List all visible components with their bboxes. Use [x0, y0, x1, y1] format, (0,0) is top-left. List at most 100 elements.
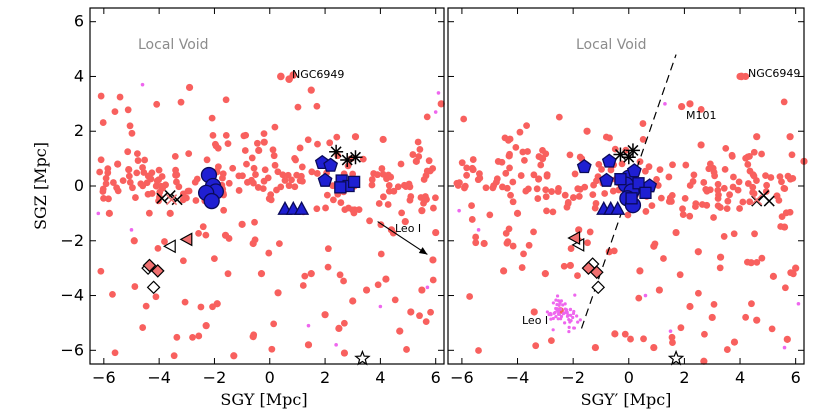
right-background-point: [768, 325, 776, 333]
left-background-point: [274, 168, 282, 176]
left-background-point: [131, 283, 139, 290]
right-background-point: [676, 271, 684, 279]
left-background-point: [177, 98, 185, 106]
left-background-point: [429, 165, 437, 172]
right-background-point: [635, 294, 643, 302]
left-background-point: [179, 257, 187, 265]
left-background-point: [102, 174, 110, 182]
left-ticks: −6 −4 −2 0 2 4 6 6 4 2 0 −2 −4 −6: [60, 8, 444, 387]
left-background-point: [252, 171, 259, 178]
left-background-point: [210, 255, 218, 263]
left-background-point: [224, 140, 232, 147]
right-background-point: [463, 164, 471, 172]
right-cross-marker: [758, 190, 770, 202]
left-background-point: [390, 187, 398, 195]
left-background-point: [225, 235, 233, 242]
left-y-tick-label: 2: [74, 121, 84, 140]
left-satellite-points: [96, 82, 441, 347]
left-x-tick-label: −6: [92, 368, 116, 387]
left-satellite-point: [140, 82, 145, 87]
right-background-point: [523, 122, 530, 130]
right-background-point: [777, 223, 785, 230]
left-background-point: [241, 147, 249, 154]
right-panel: Local Void NGC6949 M101 Leo I −6 −4 −2 0 2 4 6: [447, 7, 808, 387]
right-x-axis-title: SGY′ [Mpc]: [581, 390, 672, 409]
right-background-point: [636, 267, 644, 275]
left-background-point: [301, 272, 309, 280]
right-background-point: [586, 228, 594, 236]
left-background-point: [181, 298, 189, 306]
left-background-point: [308, 168, 316, 176]
right-satellite-point: [476, 228, 481, 232]
left-y-tick-label: −4: [60, 286, 84, 305]
right-background-point: [469, 156, 477, 163]
left-panel: Local Void NGC6949 Leo I −6 −4 −2 0 2 4 66420−…: [60, 7, 445, 387]
right-background-point: [784, 172, 792, 180]
right-background-point: [721, 165, 729, 173]
right-m101-label: M101: [686, 109, 717, 122]
right-background-point: [780, 98, 788, 106]
leo-cluster-point: [561, 312, 565, 316]
left-background-point: [158, 173, 166, 180]
leo-cluster-point: [576, 320, 580, 324]
right-background-point: [730, 338, 739, 346]
left-red-diamond-marker: [150, 264, 165, 278]
left-background-point: [265, 249, 273, 257]
right-background-point: [694, 289, 702, 297]
right-background-point: [769, 272, 778, 280]
right-background-point: [722, 144, 730, 152]
left-background-point: [111, 349, 119, 357]
left-background-point: [144, 190, 152, 198]
right-background-point: [561, 191, 569, 199]
right-leo-i-label: Leo I: [522, 314, 548, 327]
right-background-point: [681, 194, 689, 202]
leo-cluster-point: [567, 317, 571, 322]
left-background-point: [242, 131, 250, 139]
right-background-point: [541, 270, 549, 278]
right-satellite-point: [668, 329, 673, 333]
right-pentagon-marker: [601, 153, 617, 168]
leo-cluster-point: [556, 317, 560, 321]
left-background-point: [324, 263, 332, 271]
right-background-point: [736, 205, 743, 212]
right-background-point: [682, 161, 690, 169]
leo-cluster-point: [555, 294, 560, 298]
right-background-point: [700, 179, 708, 186]
left-background-point: [414, 138, 422, 146]
leo-cluster-point: [578, 318, 582, 322]
left-background-point: [313, 205, 321, 213]
left-background-point: [209, 303, 216, 311]
left-background-point: [401, 218, 409, 226]
right-background-point: [697, 106, 705, 113]
right-background-point: [776, 173, 784, 181]
left-background-point: [202, 322, 210, 330]
right-background-point: [542, 150, 550, 158]
leo-cluster-point: [566, 313, 570, 317]
right-background-point: [714, 180, 722, 188]
right-diamond-marker: [591, 280, 606, 295]
leo-cluster-point: [563, 302, 567, 306]
right-background-point: [668, 333, 676, 341]
right-background-point: [669, 339, 676, 346]
left-satellite-point: [378, 304, 383, 309]
left-background-point: [385, 182, 393, 189]
right-background-point: [589, 191, 597, 199]
right-background-point: [566, 261, 574, 270]
left-y-tick-label: −2: [60, 231, 84, 250]
right-background-point: [591, 343, 600, 352]
right-background-point: [650, 343, 658, 352]
left-background-point: [271, 161, 279, 169]
right-background-point: [705, 165, 713, 173]
left-background-point: [157, 182, 165, 190]
left-ngc6949-point: [289, 71, 298, 79]
right-background-point: [690, 171, 698, 179]
left-background-point: [219, 170, 227, 178]
left-annotations: Local Void NGC6949 Leo I: [138, 37, 428, 255]
right-background-point: [534, 195, 542, 202]
left-background-point: [229, 164, 237, 172]
leo-cluster-point: [545, 310, 549, 314]
left-background-point: [145, 209, 153, 217]
right-background-point: [744, 153, 752, 161]
right-background-point: [653, 175, 660, 183]
